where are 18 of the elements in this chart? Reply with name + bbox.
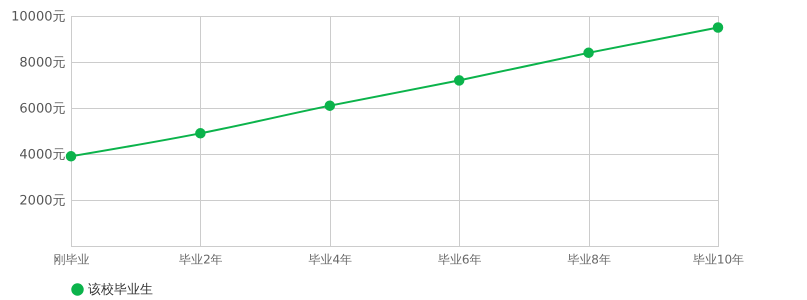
- x-tick-label: 毕业4年: [308, 252, 352, 266]
- point: [583, 48, 594, 58]
- x-tick-label: 毕业10年: [692, 252, 744, 266]
- y-tick-label: 4000元: [19, 148, 66, 162]
- x-tick-label: 毕业8年: [567, 252, 611, 266]
- y-tick-label: 2000元: [19, 194, 66, 208]
- x-tick-label: 毕业2年: [179, 252, 223, 266]
- point: [454, 75, 464, 86]
- point: [66, 151, 76, 162]
- x-tick-label: 刚毕业: [54, 252, 90, 266]
- y-tick-label: 10000元: [11, 10, 66, 24]
- x-tick-label: 毕业6年: [438, 252, 482, 266]
- y-tick-label: 6000元: [19, 102, 66, 116]
- point: [195, 128, 206, 139]
- point: [712, 22, 724, 33]
- y-tick-label: 8000元: [19, 56, 66, 70]
- point: [324, 100, 336, 111]
- legend-label: 该校毕业生: [88, 282, 153, 298]
